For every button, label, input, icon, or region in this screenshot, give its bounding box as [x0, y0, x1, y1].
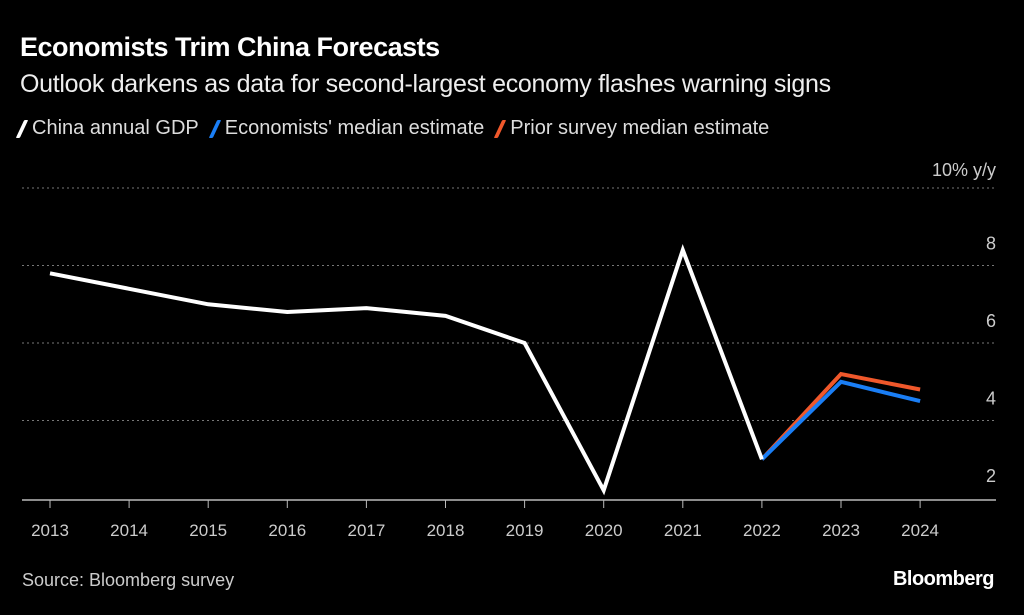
- x-tick-label: 2022: [743, 521, 781, 540]
- legend-label-prior: Prior survey median estimate: [510, 117, 770, 139]
- x-tick-label: 2014: [110, 521, 148, 540]
- x-tick-label: 2016: [268, 521, 306, 540]
- source-note: Source: Bloomberg survey: [22, 570, 235, 590]
- x-tick-label: 2019: [506, 521, 544, 540]
- x-tick-label: 2021: [664, 521, 702, 540]
- x-tick-label: 2017: [347, 521, 385, 540]
- brand-logo: Bloomberg: [892, 568, 995, 590]
- x-tick-label: 2024: [901, 521, 939, 540]
- x-tick-label: 2023: [822, 521, 860, 540]
- legend-item-economists: Economists' median estimate: [208, 117, 485, 140]
- series-line-2: [760, 371, 921, 461]
- chart-subtitle: Outlook darkens as data for second-large…: [20, 70, 831, 98]
- y-tick-label: 2: [986, 466, 996, 486]
- chart-title: Economists Trim China Forecasts: [20, 32, 440, 62]
- legend-label-economists: Economists' median estimate: [224, 117, 485, 139]
- y-tick-label: 4: [986, 389, 996, 409]
- legend: China annual GDP Economists' median esti…: [15, 117, 770, 140]
- x-tick-label: 2013: [31, 521, 69, 540]
- y-tick-label: 8: [986, 234, 996, 254]
- y-tick-label: 10% y/y: [932, 160, 996, 180]
- x-tick-label: 2018: [427, 521, 465, 540]
- x-tick-label: 2015: [189, 521, 227, 540]
- y-tick-label: 6: [986, 311, 996, 331]
- legend-item-gdp: China annual GDP: [15, 117, 199, 140]
- series-line-0: [49, 243, 764, 496]
- series-line-1: [760, 379, 921, 461]
- x-tick-label: 2020: [585, 521, 623, 540]
- legend-item-prior: Prior survey median estimate: [494, 117, 770, 140]
- legend-label-gdp: China annual GDP: [32, 117, 199, 139]
